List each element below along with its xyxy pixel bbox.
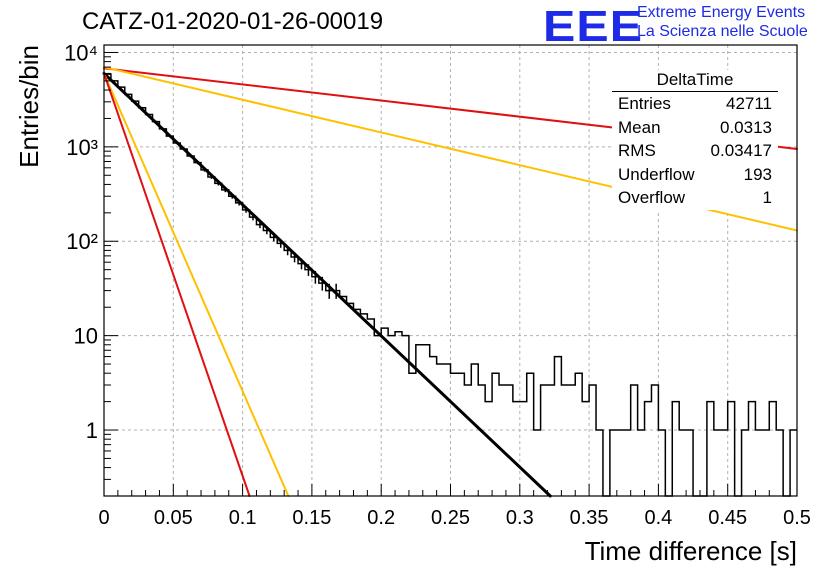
logo-tagline-1: Extreme Energy Events	[637, 4, 806, 21]
stats-value: 193	[743, 164, 772, 184]
x-tick-label: 0.45	[708, 507, 747, 529]
stats-label: Entries	[618, 94, 671, 113]
y-tick-label: 10³	[66, 135, 98, 160]
y-tick-label: 1	[86, 418, 98, 443]
x-tick-label: 0.3	[506, 507, 534, 529]
x-tick-label: 0	[98, 507, 109, 529]
stats-row-rms: RMS 0.03417	[612, 139, 778, 163]
stats-label: Underflow	[618, 164, 695, 184]
x-tick-label: 0.15	[292, 507, 331, 529]
axes	[103, 44, 798, 497]
x-axis-title: Time difference [s]	[585, 536, 797, 566]
x-tick-label: 0.35	[570, 507, 609, 529]
stats-label: Overflow	[618, 188, 686, 207]
y-axis-title: Entries/bin	[14, 45, 44, 168]
x-tick-label: 0.05	[154, 507, 193, 529]
y-tick-label: 10	[74, 324, 98, 349]
stats-row-mean: Mean 0.0313	[612, 116, 778, 140]
y-tick-label: 10²	[66, 229, 98, 254]
stats-box: DeltaTime Entries 42711 Mean 0.0313 RMS …	[612, 70, 778, 210]
x-tick-label: 0.2	[367, 507, 395, 529]
stats-row-underflow: Underflow 193	[612, 163, 778, 187]
histogram-step-line	[104, 73, 797, 497]
stats-label: Mean	[618, 117, 661, 137]
stats-value: 1	[762, 188, 772, 207]
stats-row-entries: Entries 42711	[612, 92, 778, 116]
stats-label: RMS	[618, 141, 656, 160]
x-tick-label: 0.4	[644, 507, 672, 529]
y-tick-label: 10⁴	[64, 40, 98, 65]
fit-line-black	[102, 71, 552, 498]
x-tick-label: 0.25	[431, 507, 470, 529]
fit-line-yellow	[103, 72, 290, 497]
chart-title: CATZ-01-2020-01-26-00019	[82, 8, 384, 35]
x-tick-label: 0.5	[783, 507, 811, 529]
stats-row-overflow: Overflow 1	[612, 186, 778, 210]
fit-line-red	[103, 72, 251, 497]
stats-value: 0.0313	[720, 117, 772, 137]
axis-labels: 0 0.05 0.1 0.15 0.2 0.25 0.3 0.35 0.4 0.45 0.5 1 10 1…	[14, 40, 811, 566]
histogram	[104, 73, 797, 497]
eee-logo: EEE	[543, 2, 644, 51]
logo-tagline-2: La Scienza nelle Scuole	[637, 23, 808, 40]
stats-value: 42711	[725, 94, 772, 113]
stats-value: 0.03417	[710, 141, 772, 160]
stats-title: DeltaTime	[612, 70, 778, 92]
x-tick-label: 0.1	[229, 507, 257, 529]
